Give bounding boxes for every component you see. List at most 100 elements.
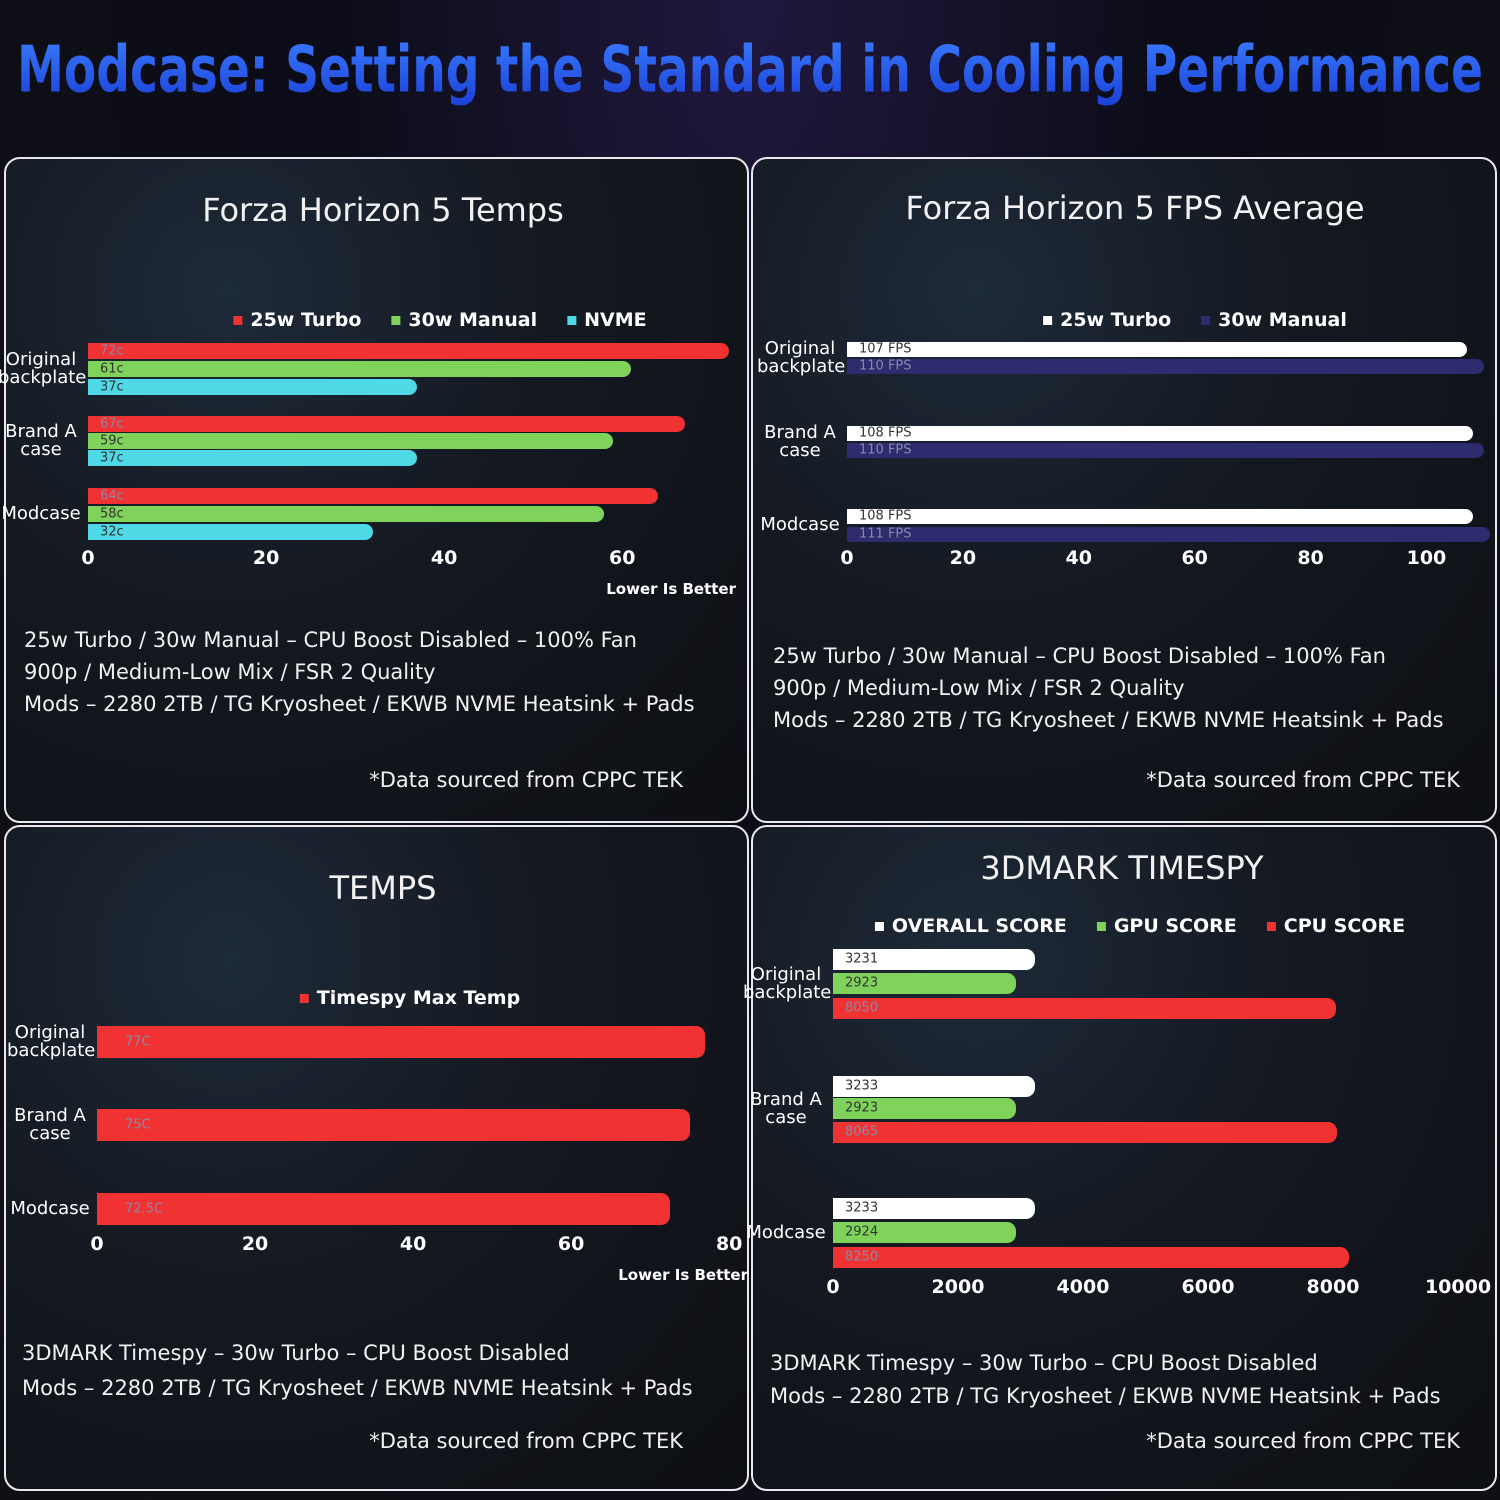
note: Mods – 2280 2TB / TG Kryosheet / EKWB NV… bbox=[770, 1384, 1441, 1408]
legend-swatch bbox=[1096, 921, 1106, 931]
note: 900p / Medium-Low Mix / FSR 2 Quality bbox=[24, 660, 436, 684]
value-label: 72c bbox=[100, 343, 124, 359]
value-label: 75C bbox=[125, 1117, 151, 1133]
x-tick-label: 100 bbox=[1406, 547, 1447, 569]
value-label: 8065 bbox=[845, 1124, 879, 1140]
category-label: Modcase bbox=[746, 1221, 826, 1243]
legend-item: CPU SCORE bbox=[1266, 915, 1405, 937]
value-label: 2923 bbox=[845, 975, 879, 991]
bar bbox=[88, 433, 614, 449]
category-label: Brand A case bbox=[750, 1089, 822, 1128]
bar bbox=[88, 343, 730, 359]
bar bbox=[847, 526, 1491, 542]
bar bbox=[847, 442, 1485, 458]
value-label: 37c bbox=[100, 450, 124, 466]
bar bbox=[88, 524, 373, 540]
x-tick-label: 60 bbox=[557, 1233, 585, 1255]
x-tick-label: 0 bbox=[840, 547, 854, 569]
bar bbox=[833, 948, 1035, 970]
value-label: 8050 bbox=[845, 1000, 879, 1016]
note: 3DMARK Timespy – 30w Turbo – CPU Boost D… bbox=[22, 1341, 570, 1365]
value-label: 3233 bbox=[845, 1078, 879, 1094]
value-label: 108 FPS bbox=[859, 508, 912, 524]
bar bbox=[97, 1109, 690, 1141]
legend-swatch bbox=[1043, 315, 1053, 325]
note: Mods – 2280 2TB / TG Kryosheet / EKWB NV… bbox=[773, 708, 1444, 732]
legend: 25w Turbo 30w Manual bbox=[1043, 309, 1347, 331]
page-title: Modcase: Setting the Standard in Cooling… bbox=[17, 34, 1483, 108]
value-label: 110 FPS bbox=[859, 358, 912, 374]
x-tick-label: 0 bbox=[90, 1233, 104, 1255]
source: *Data sourced from CPPC TEK bbox=[369, 1429, 683, 1453]
bar bbox=[833, 1121, 1338, 1143]
legend-swatch bbox=[874, 921, 884, 931]
legend-swatch bbox=[1201, 315, 1211, 325]
legend: 25w Turbo 30w Manual NVME bbox=[233, 309, 647, 331]
legend-item: 30w Manual bbox=[1201, 309, 1347, 331]
x-tick-label: 10000 bbox=[1424, 1276, 1492, 1298]
x-tick-label: 0 bbox=[826, 1276, 840, 1298]
bar bbox=[97, 1026, 706, 1058]
x-tick-label: 60 bbox=[609, 547, 636, 569]
note: 900p / Medium-Low Mix / FSR 2 Quality bbox=[773, 676, 1185, 700]
bar bbox=[88, 488, 658, 504]
x-tick-label: 20 bbox=[949, 547, 977, 569]
source: *Data sourced from CPPC TEK bbox=[1146, 1429, 1460, 1453]
legend-label: NVME bbox=[584, 309, 647, 331]
legend-item: GPU SCORE bbox=[1096, 915, 1237, 937]
category-label: Brand A case bbox=[14, 1105, 86, 1144]
x-tick-label: 20 bbox=[241, 1233, 269, 1255]
value-label: 77C bbox=[125, 1034, 151, 1050]
bar bbox=[847, 425, 1473, 441]
category-label: Modcase bbox=[10, 1198, 90, 1219]
panel bbox=[4, 825, 749, 1491]
chart-title: 3DMARK TIMESPY bbox=[980, 849, 1264, 887]
legend-swatch bbox=[1266, 921, 1276, 931]
x-tick-label: 40 bbox=[1065, 547, 1093, 569]
bar bbox=[88, 416, 685, 432]
legend-item: Timespy Max Temp bbox=[299, 987, 520, 1009]
legend-item: 30w Manual bbox=[391, 309, 537, 331]
category-label: Brand A case bbox=[5, 421, 77, 460]
legend-item: 25w Turbo bbox=[233, 309, 361, 331]
chart-title: TEMPS bbox=[329, 869, 437, 907]
x-tick-label: 40 bbox=[399, 1233, 427, 1255]
bar bbox=[833, 1246, 1349, 1268]
value-label: 59c bbox=[100, 433, 124, 449]
value-label: 64c bbox=[100, 488, 124, 504]
bar bbox=[88, 506, 605, 522]
x-tick-label: 80 bbox=[1297, 547, 1324, 569]
legend-item: OVERALL SCORE bbox=[874, 915, 1067, 937]
legend-label: GPU SCORE bbox=[1113, 915, 1237, 937]
value-label: 3233 bbox=[845, 1200, 879, 1216]
note: 25w Turbo / 30w Manual – CPU Boost Disab… bbox=[24, 628, 637, 652]
category-label: Original backplate bbox=[0, 349, 87, 388]
category-label: Original backplate bbox=[757, 337, 846, 377]
category-label: Modcase bbox=[1, 503, 81, 524]
bar bbox=[833, 1097, 1016, 1119]
legend-swatch bbox=[391, 315, 401, 325]
value-label: 3231 bbox=[845, 951, 879, 967]
legend-swatch bbox=[299, 993, 309, 1003]
x-tick-label: 80 bbox=[715, 1233, 743, 1255]
chart-title: Forza Horizon 5 FPS Average bbox=[905, 189, 1365, 227]
note: 3DMARK Timespy – 30w Turbo – CPU Boost D… bbox=[770, 1351, 1318, 1375]
value-label: 32c bbox=[100, 524, 124, 540]
annotation: Lower Is Better bbox=[606, 580, 736, 598]
legend-item: 25w Turbo bbox=[1043, 309, 1171, 331]
x-tick-label: 2000 bbox=[931, 1276, 985, 1298]
bar bbox=[833, 972, 1016, 994]
value-label: 8250 bbox=[845, 1249, 879, 1265]
legend-item: NVME bbox=[567, 309, 647, 331]
bar bbox=[833, 1221, 1016, 1243]
category-label: Brand A case bbox=[764, 421, 836, 461]
bar bbox=[847, 508, 1473, 524]
x-tick-label: 8000 bbox=[1306, 1276, 1360, 1298]
legend: Timespy Max Temp bbox=[299, 987, 520, 1009]
value-label: 72.5C bbox=[125, 1201, 164, 1217]
value-label: 108 FPS bbox=[859, 425, 912, 441]
annotation: Lower Is Better bbox=[618, 1266, 748, 1284]
legend-label: 30w Manual bbox=[1218, 309, 1347, 331]
bar bbox=[833, 1197, 1036, 1219]
